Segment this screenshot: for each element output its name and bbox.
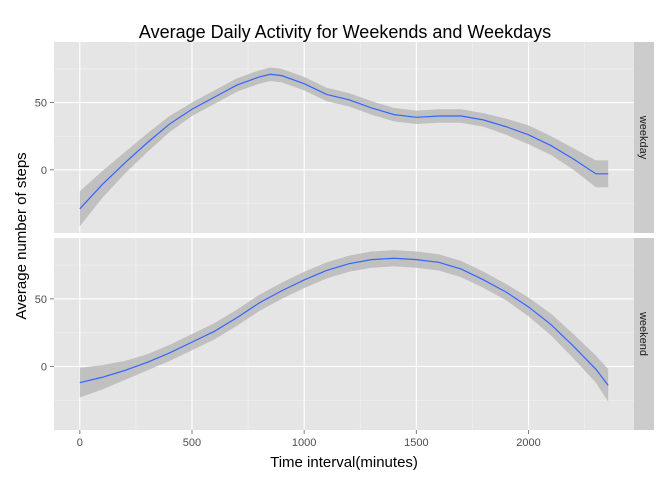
x-tick-label: 2000 [516, 437, 540, 449]
smooth-line-weekday [79, 73, 609, 210]
strip-background [634, 42, 654, 233]
y-axis-title: Average number of steps [13, 152, 30, 319]
strip-background [634, 238, 654, 430]
y-tick-label: 0 [41, 165, 47, 177]
confidence-band [79, 67, 609, 227]
chart-title: Average Daily Activity for Weekends and … [139, 22, 551, 42]
x-tick-label: 0 [77, 437, 83, 449]
strip-label-weekday: weekday [637, 115, 649, 160]
x-tick-label: 500 [183, 437, 201, 449]
y-tick-label: 50 [35, 294, 47, 306]
y-tick-label: 0 [41, 361, 47, 373]
x-tick-label: 1500 [404, 437, 428, 449]
strip-label-weekend: weekend [637, 311, 649, 356]
smooth-line-weekend [79, 257, 609, 386]
panels-layer: 0 50 weekday 0 50 weekend [35, 42, 654, 430]
x-tick-label: 1000 [292, 437, 316, 449]
panel-weekday: 0 50 weekday [35, 42, 654, 233]
x-axis-title: Time interval(minutes) [270, 454, 418, 471]
y-tick-label: 50 [35, 98, 47, 110]
x-axis: 0 500 1000 1500 2000 [77, 430, 541, 449]
panel-weekend: 0 50 weekend [35, 238, 654, 430]
